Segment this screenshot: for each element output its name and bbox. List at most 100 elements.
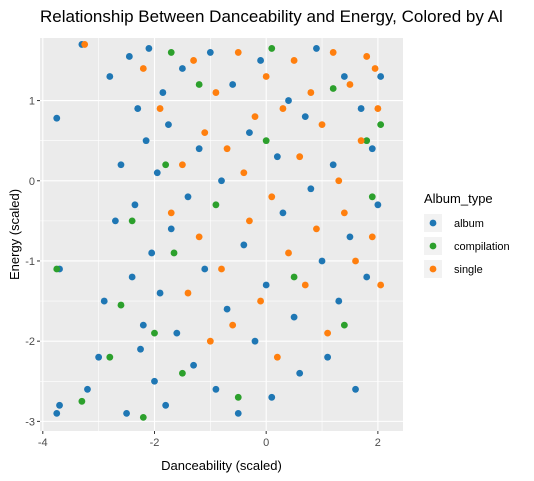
y-tick-label: -3 (25, 416, 35, 428)
y-axis-title: Energy (scaled) (7, 189, 22, 280)
point-compilation (139, 413, 147, 421)
point-album (251, 337, 259, 345)
point-single (273, 353, 281, 361)
point-compilation (290, 273, 298, 281)
point-compilation (234, 393, 242, 401)
point-album (84, 385, 91, 393)
point-album (165, 121, 172, 129)
legend-key-single (429, 265, 437, 273)
point-album (123, 409, 130, 417)
point-single (301, 281, 309, 289)
point-album (329, 161, 337, 169)
point-album (301, 113, 309, 120)
point-single (313, 225, 320, 233)
point-album (125, 53, 133, 60)
point-album (95, 353, 103, 361)
point-single (357, 137, 365, 145)
point-single (374, 105, 382, 112)
point-album (134, 105, 142, 112)
point-album (53, 114, 61, 122)
point-single (285, 249, 292, 257)
point-compilation (117, 301, 125, 309)
point-single (184, 289, 192, 297)
x-tick-label: -4 (38, 437, 48, 449)
point-album (128, 273, 136, 281)
point-compilation (151, 329, 158, 337)
legend-label-compilation: compilation (454, 241, 510, 253)
plot-panel (40, 38, 403, 431)
point-album (363, 273, 371, 281)
legend-key-compilation (429, 242, 437, 250)
x-tick-label: 2 (375, 437, 381, 449)
point-single (352, 257, 359, 265)
point-single (363, 53, 371, 60)
point-compilation (377, 121, 385, 129)
y-tick-label: 0 (29, 176, 35, 188)
point-compilation (78, 397, 86, 405)
point-compilation (128, 217, 136, 225)
point-album (257, 57, 264, 64)
x-axis-ticks: -4 -2 0 2 (38, 431, 381, 449)
point-album (173, 329, 181, 337)
legend: Album_type album compilation single (424, 191, 510, 278)
point-album (324, 353, 332, 361)
point-single (81, 41, 89, 48)
point-album (335, 297, 343, 305)
point-single (290, 57, 298, 64)
point-album (318, 257, 326, 265)
point-single (279, 105, 287, 112)
point-album (229, 81, 237, 88)
y-tick-label: 1 (29, 96, 35, 108)
point-album (268, 393, 276, 401)
point-album (212, 385, 220, 393)
point-compilation (212, 201, 220, 209)
point-album (106, 73, 114, 80)
point-album (352, 385, 359, 393)
points-layer (53, 41, 385, 421)
point-album (153, 169, 161, 177)
point-album (240, 241, 248, 249)
point-album (285, 97, 292, 104)
legend-label-single: single (454, 264, 483, 276)
point-album (151, 377, 158, 385)
point-single (167, 209, 175, 217)
x-tick-label: -2 (150, 437, 160, 449)
point-compilation (53, 265, 61, 273)
legend-key-album (429, 219, 437, 227)
point-album (234, 409, 242, 417)
legend-items: album compilation single (424, 214, 510, 278)
point-album (148, 249, 156, 257)
point-compilation (262, 137, 270, 145)
point-album (195, 145, 203, 153)
point-single (179, 161, 186, 169)
point-album (179, 65, 186, 72)
point-single (195, 233, 203, 241)
point-single (206, 337, 214, 345)
y-tick-label: -1 (25, 256, 35, 268)
point-single (368, 233, 376, 241)
point-album (246, 129, 253, 137)
point-single (212, 89, 220, 96)
point-album (223, 305, 231, 313)
point-album (357, 105, 365, 112)
point-album (53, 409, 61, 417)
point-single (377, 281, 385, 289)
point-compilation (368, 193, 376, 201)
point-single (346, 81, 354, 88)
point-album (159, 89, 167, 96)
point-single (324, 329, 332, 337)
point-album (296, 369, 304, 377)
point-single (329, 49, 337, 56)
point-single (240, 169, 248, 177)
point-compilation (106, 353, 114, 361)
point-compilation (179, 369, 186, 377)
chart-title: Relationship Between Danceability and En… (40, 7, 503, 26)
point-album (145, 45, 153, 52)
point-album (340, 73, 348, 80)
y-tick-label: -2 (25, 336, 35, 348)
point-album (368, 145, 376, 153)
legend-title: Album_type (424, 191, 493, 206)
point-single (190, 57, 197, 64)
legend-label-album: album (454, 218, 484, 230)
point-album (262, 281, 270, 289)
